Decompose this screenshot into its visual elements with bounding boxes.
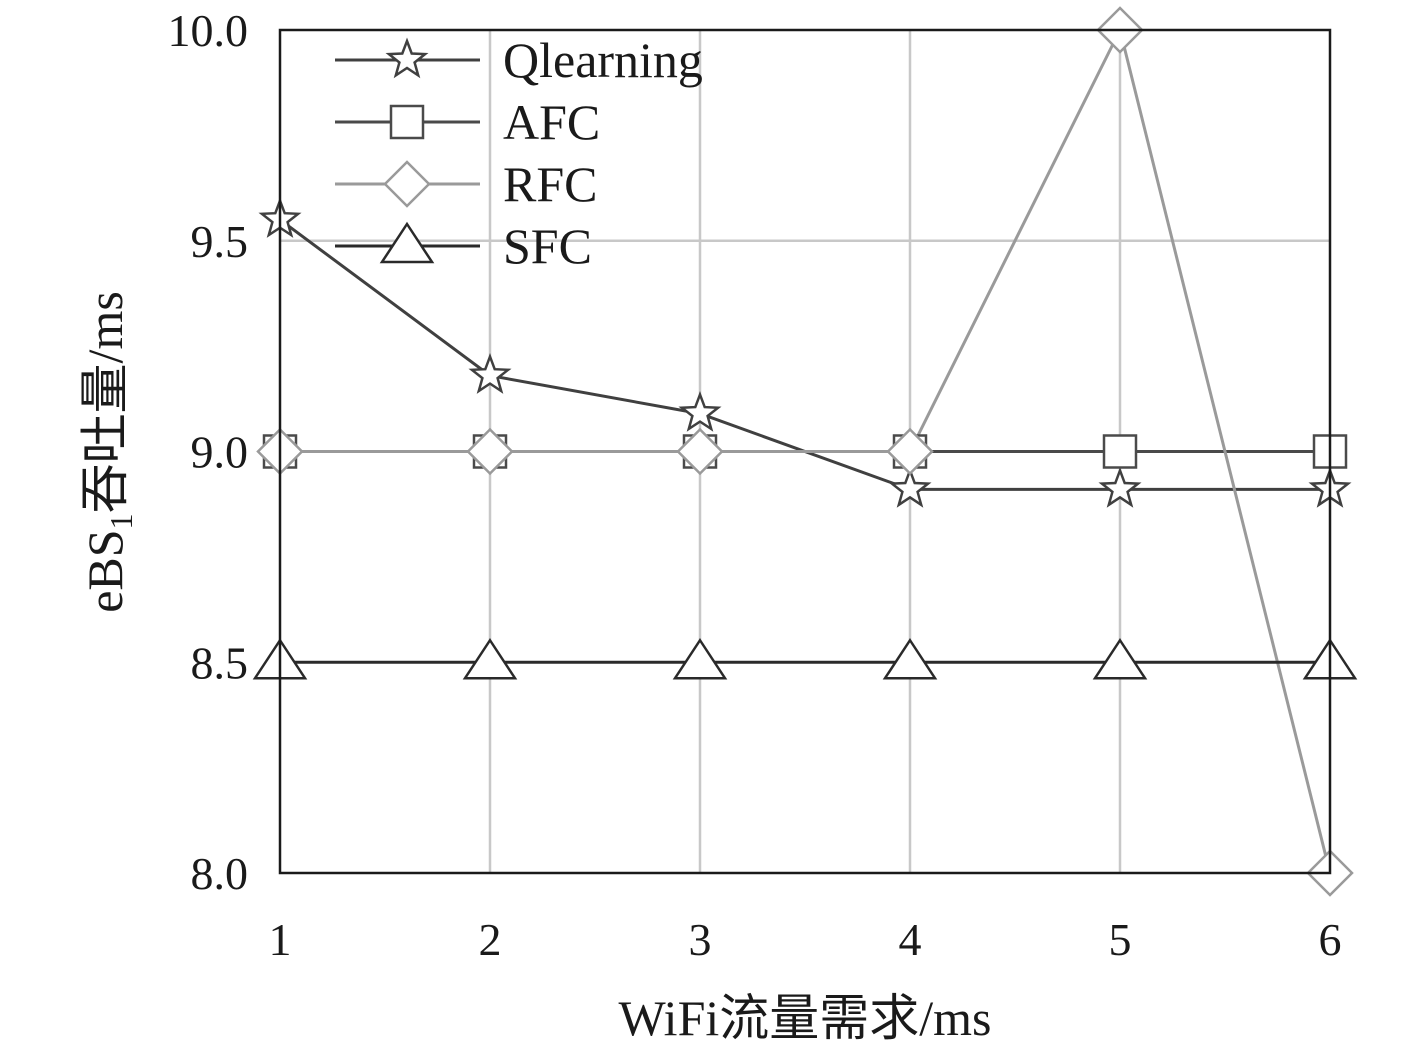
y-axis-title-main: eBS (77, 529, 133, 612)
y-tick-label: 9.5 (191, 216, 249, 267)
legend-label-sfc: SFC (503, 218, 592, 274)
legend-marker-afc (389, 104, 425, 140)
data-point-rfc (676, 427, 724, 476)
legend-item-afc: AFC (335, 94, 600, 150)
x-axis-title: WiFi流量需求/ms (618, 990, 991, 1046)
data-point-qlearning (678, 391, 722, 432)
data-point-sfc (462, 637, 518, 680)
x-tick-label: 6 (1319, 914, 1342, 965)
data-point-qlearning (1098, 466, 1142, 508)
data-point-rfc (886, 427, 934, 476)
x-axis-ticks: 1 2 3 4 5 6 (269, 914, 1342, 965)
x-tick-label: 1 (269, 914, 292, 965)
data-point-afc (1102, 434, 1138, 469)
y-tick-label: 10.0 (168, 5, 249, 56)
data-point-qlearning (468, 353, 512, 394)
series-line-qlearning (279, 218, 1330, 491)
series-lines (279, 25, 1332, 874)
legend-item-rfc: RFC (335, 156, 598, 212)
y-axis-title: eBS1吞吐量/ms (77, 291, 139, 613)
x-tick-label: 4 (899, 914, 922, 965)
x-tick-label: 5 (1109, 914, 1132, 965)
legend-label-afc: AFC (503, 94, 600, 150)
plot-frame (278, 28, 1332, 875)
x-tick-label: 3 (689, 914, 712, 965)
data-point-qlearning (888, 466, 932, 508)
data-point-sfc (882, 637, 938, 680)
data-point-sfc (672, 637, 728, 680)
y-axis-ticks: 8.0 8.5 9.0 9.5 10.0 (168, 5, 249, 899)
y-tick-label: 9.0 (191, 427, 249, 478)
legend-marker-rfc (383, 160, 431, 208)
data-point-sfc (1092, 637, 1148, 680)
y-axis-title-subscript: 1 (103, 513, 139, 529)
legend-marker-qlearning (385, 37, 429, 79)
series-line-rfc (280, 25, 1332, 874)
data-point-rfc (466, 427, 514, 476)
legend-label-rfc: RFC (503, 156, 598, 212)
x-tick-label: 2 (479, 914, 502, 965)
y-tick-label: 8.0 (191, 848, 249, 899)
legend: Qlearning AFC RFC SFC (335, 32, 703, 274)
legend-label-qlearning: Qlearning (503, 32, 703, 88)
legend-item-qlearning: Qlearning (335, 32, 703, 88)
y-tick-label: 8.5 (191, 637, 249, 688)
legend-item-sfc: SFC (335, 218, 592, 274)
y-axis-title-unit: 吞吐量/ms (77, 291, 133, 513)
legend-marker-sfc (379, 221, 435, 264)
